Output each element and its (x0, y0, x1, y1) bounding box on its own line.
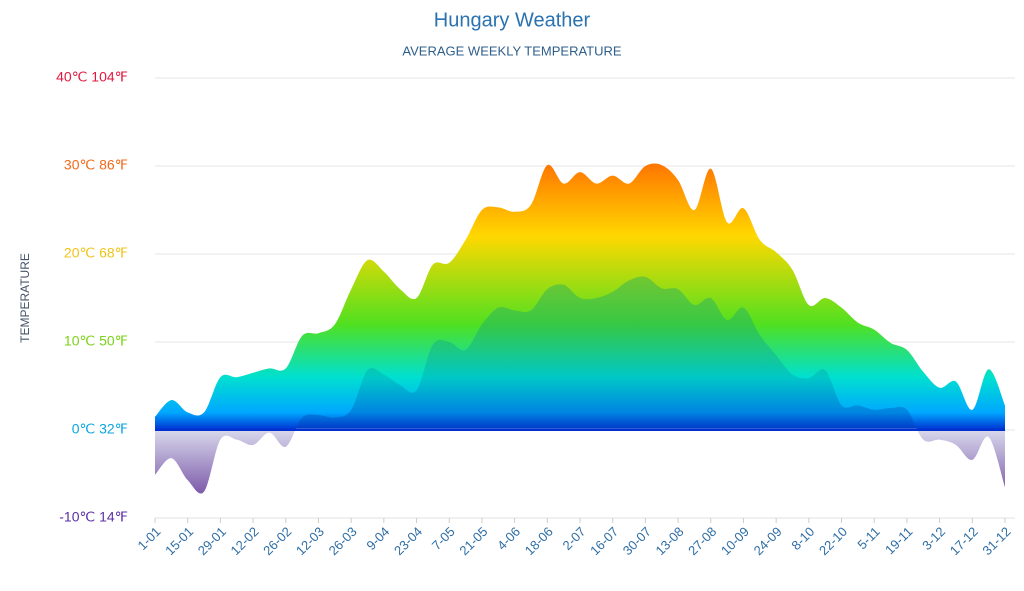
y-tick-label: 20℃ 68℉ (64, 245, 128, 261)
x-tick-label: 8-10 (788, 524, 817, 553)
x-tick-label: 13-08 (653, 524, 687, 558)
y-axis-label: TEMPERATURE (18, 253, 32, 343)
x-tick-label: 1-01 (135, 524, 164, 553)
x-tick-label: 29-01 (195, 524, 229, 558)
x-tick-label: 26-03 (326, 524, 360, 558)
x-tick-label: 23-04 (391, 524, 425, 558)
x-tick-label: 24-09 (751, 524, 785, 558)
y-tick-label: 30℃ 86℉ (64, 157, 128, 173)
chart-subtitle: AVERAGE WEEKLY TEMPERATURE (402, 43, 621, 58)
x-tick-label: 31-12 (979, 524, 1013, 558)
area-fill (155, 163, 1005, 430)
x-tick-label: 19-11 (882, 524, 915, 557)
x-tick-label: 5-11 (854, 524, 882, 552)
x-tick-label: 9-04 (363, 524, 392, 553)
x-tick-label: 7-05 (429, 524, 458, 553)
x-tick-label: 26-02 (260, 524, 294, 558)
x-tick-label: 2-07 (560, 524, 589, 553)
x-tick-label: 17-12 (947, 524, 981, 558)
area-fill (155, 276, 1005, 494)
x-tick-label: 12-02 (228, 524, 262, 558)
x-tick-label: 18-06 (522, 524, 556, 558)
chart-title: Hungary Weather (434, 9, 591, 31)
x-tick-label: 30-07 (620, 524, 654, 558)
x-tick-label: 27-08 (685, 524, 719, 558)
x-tick-label: 22-10 (816, 524, 850, 558)
x-tick-label: 15-01 (162, 524, 196, 558)
x-tick-label: 10-09 (718, 524, 752, 558)
x-tick-label: 3-12 (919, 524, 948, 553)
x-tick-label: 4-06 (494, 524, 523, 553)
x-tick-label: 12-03 (293, 524, 327, 558)
y-tick-label: -10℃ 14℉ (59, 509, 128, 525)
y-tick-label: 10℃ 50℉ (64, 333, 128, 349)
y-tick-label: 40℃ 104℉ (56, 69, 128, 85)
x-tick-label: 16-07 (587, 524, 621, 558)
y-tick-label: 0℃ 32℉ (72, 421, 128, 437)
x-tick-label: 21-05 (456, 524, 490, 558)
